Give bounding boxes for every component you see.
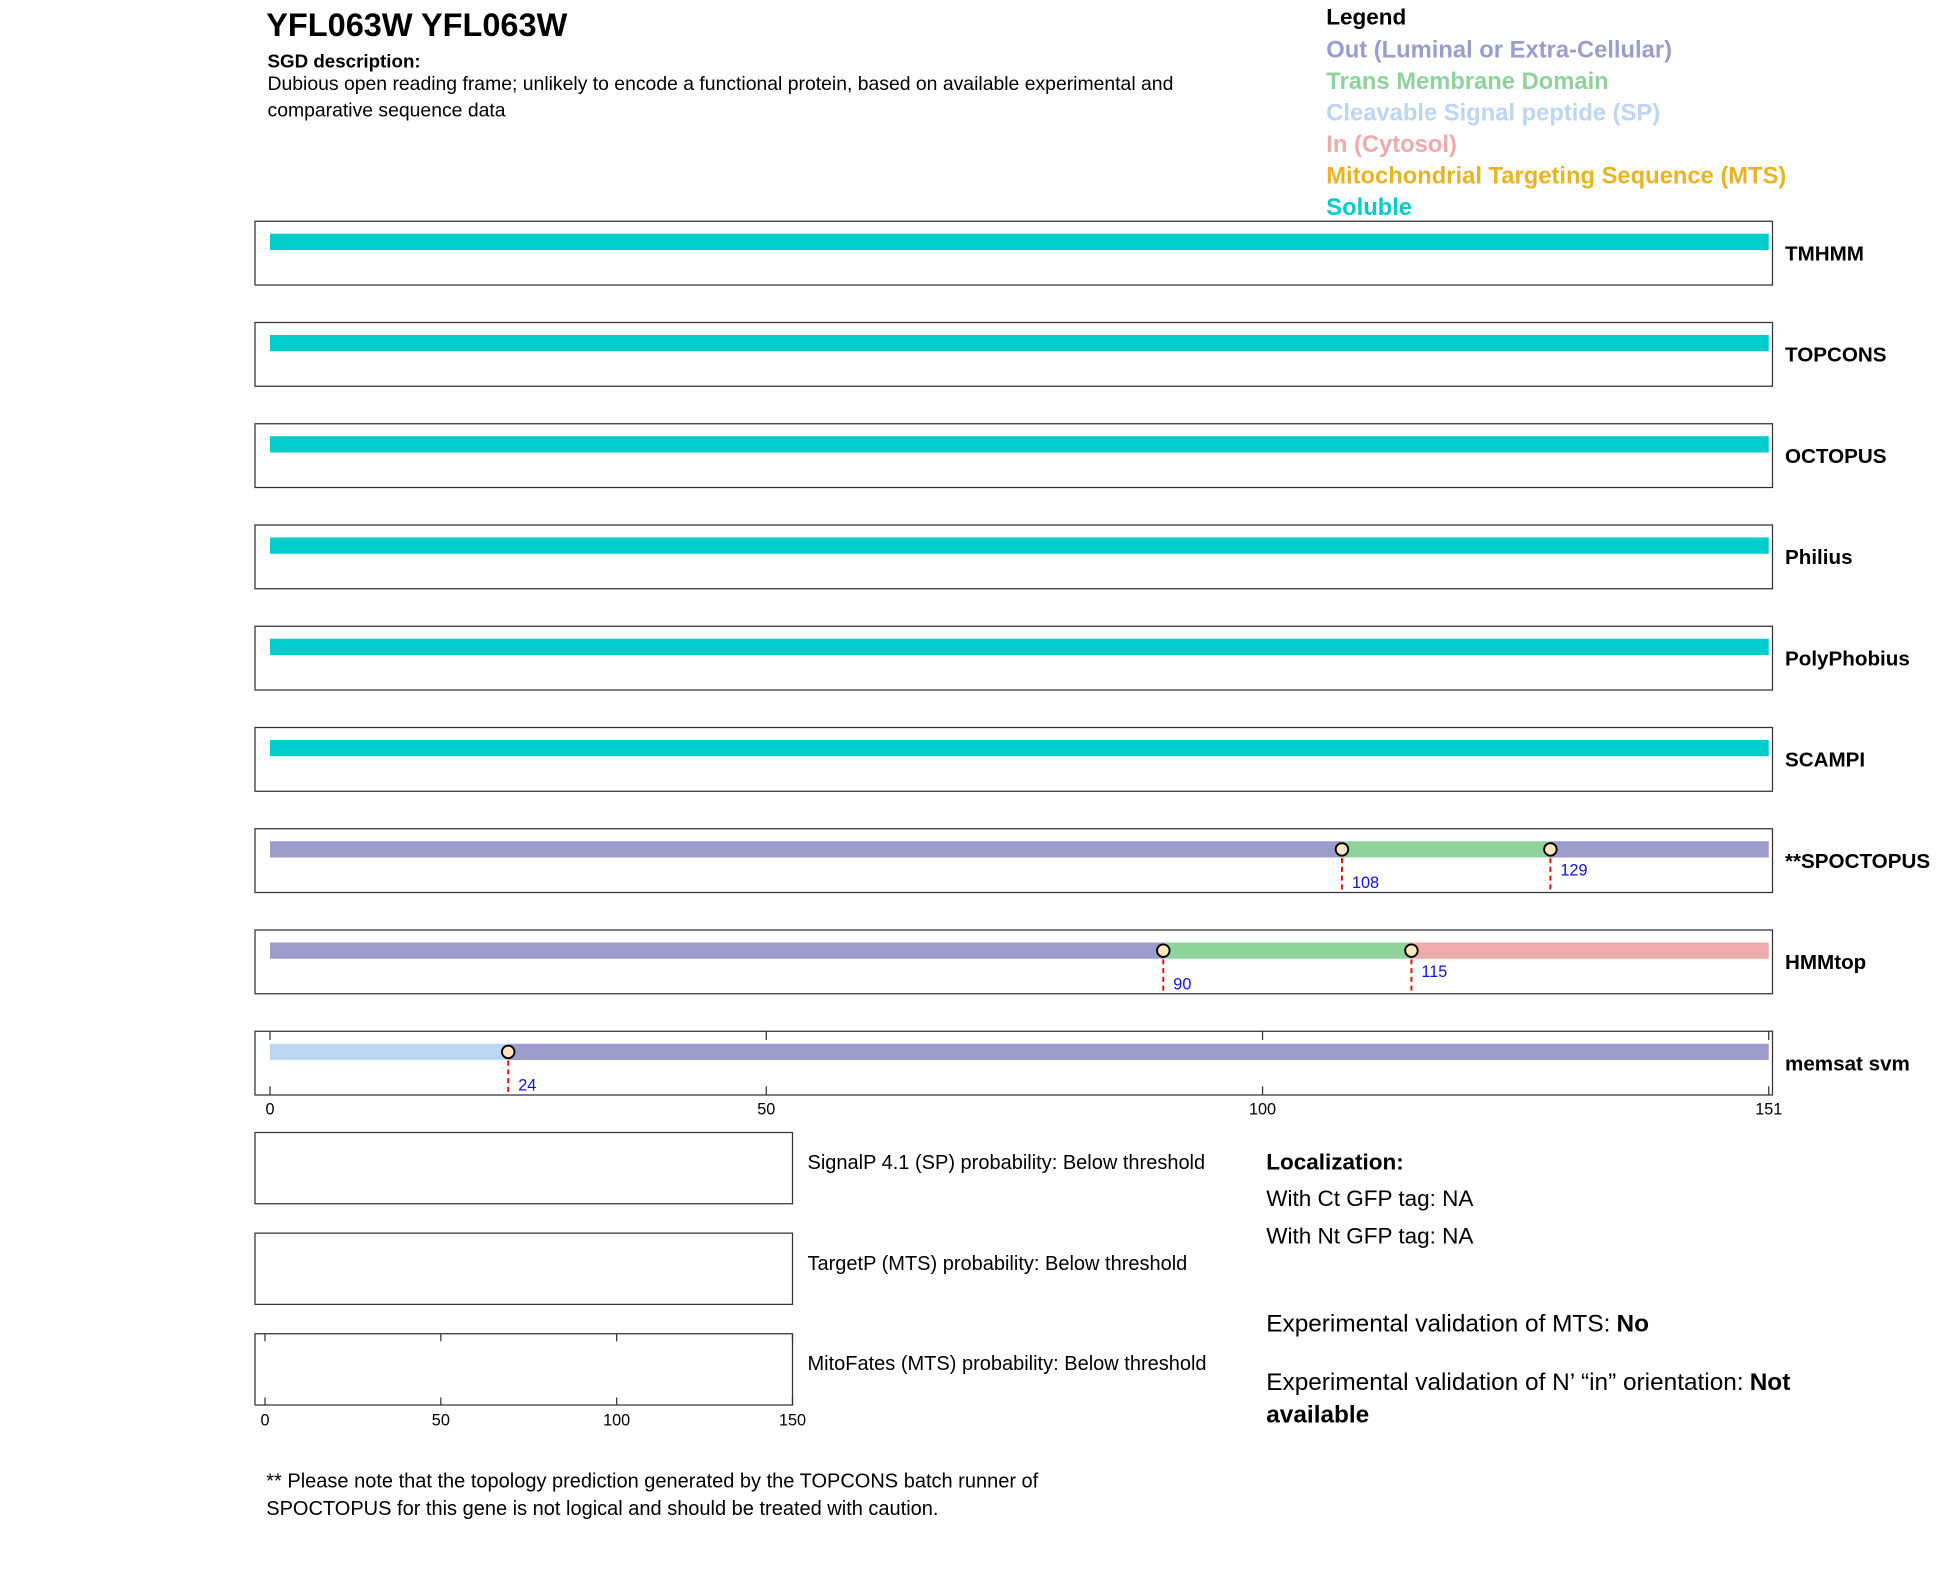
probability-label-box: SignalP 4.1 (SP) probability: Below thre… [807,1152,1206,1174]
probability-label: MitoFates (MTS) probability: Below thres… [807,1353,1207,1375]
tick-label: 50 [757,1100,775,1118]
orientation-value: Not available [1266,1368,1791,1429]
track-label: HMMtop [1785,951,1866,974]
track-box [254,220,1774,286]
segment [270,233,1769,250]
track-box [254,625,1774,691]
segment [270,638,1769,655]
segment [1550,841,1769,858]
probability-label-box: TargetP (MTS) probability: Below thresho… [807,1253,1188,1275]
segment [1341,841,1551,858]
track-label: SCAMPI [1785,749,1865,772]
tick-label: 100 [1249,1100,1276,1118]
orientation-validation: Experimental validation of N’ “in” orien… [1266,1366,1829,1431]
segment [270,1043,509,1060]
probability-label-box: MitoFates (MTS) probability: Below thres… [807,1353,1207,1375]
segment [270,740,1769,757]
track-box [254,726,1774,792]
probability-box [254,1232,794,1305]
track-box [254,524,1774,590]
tick-label: 0 [260,1412,269,1430]
legend-title: Legend [1326,5,1406,30]
probability-label: TargetP (MTS) probability: Below thresho… [807,1253,1188,1275]
track-box [254,929,1774,995]
track-box [254,423,1774,489]
marker-label: 115 [1421,963,1447,981]
track-label: PolyPhobius [1785,647,1910,670]
marker [1156,943,1171,958]
localization-nt: With Nt GFP tag: NA [1266,1223,1473,1248]
segment [270,335,1769,352]
localization-title: Localization: [1266,1150,1404,1175]
mts-label: Experimental validation of MTS: [1266,1310,1611,1338]
tick-label: 0 [265,1100,274,1118]
marker-label: 90 [1173,975,1191,993]
orientation-label: Experimental validation of N’ “in” orien… [1266,1368,1744,1397]
segment [270,537,1769,554]
probability-boxes: SignalP 4.1 (SP) probability: Below thre… [254,1131,1207,1430]
legend-item: In (Cytosol) [1326,131,1457,158]
track-label: OCTOPUS [1785,445,1887,468]
track-box [254,1030,1774,1096]
tick-label: 151 [1755,1100,1782,1118]
marker-label: 129 [1560,862,1587,880]
marker-label: 108 [1352,874,1379,892]
tick-label: 100 [603,1412,630,1430]
track-box [254,321,1774,387]
mts-validation: Experimental validation of MTS: No [1266,1308,1829,1341]
validation-box: Experimental validation of MTS: No Experi… [1266,1308,1829,1432]
probability-box [254,1333,794,1406]
segment [1411,942,1769,959]
legend-item: Mitochondrial Targeting Sequence (MTS) [1326,163,1786,190]
track-label: TMHMM [1785,242,1864,265]
track-label: memsat svm [1785,1052,1910,1075]
segment [270,436,1769,453]
validation: Experimental validation of MTS: No Experi… [1266,1308,1829,1432]
tick-label: 150 [779,1412,806,1430]
legend-item: Trans Membrane Domain [1326,68,1608,95]
segment [270,841,1342,858]
legend-item: Cleavable Signal peptide (SP) [1326,100,1660,127]
probability-label: SignalP 4.1 (SP) probability: Below thre… [807,1152,1206,1174]
marker [1543,842,1558,857]
track-box [254,828,1774,894]
localization-ct: With Ct GFP tag: NA [1266,1186,1473,1211]
segment [270,942,1164,959]
marker [501,1044,516,1060]
title: YFL063W YFL063W [266,7,567,43]
track-label: Philius [1785,546,1853,569]
track-label: TOPCONS [1785,344,1887,367]
mts-value: No [1616,1310,1649,1338]
tracks: TMHMM TOPCONS OCTOPUS Philius PolyPhobius SCA… [254,220,1930,1118]
marker [1334,842,1350,857]
legend: Out (Luminal or Extra-Cellular) Trans Mem… [1326,37,1786,222]
tick-label: 50 [432,1412,450,1430]
footnote: ** Please note that the topology predict… [266,1471,1039,1520]
legend-item: Soluble [1326,194,1412,221]
track-label: **SPOCTOPUS [1785,850,1930,873]
footnote-box: ** Please note that the topology predict… [266,1471,1039,1520]
marker-label: 24 [518,1077,536,1095]
legend-item: Out (Luminal or Extra-Cellular) [1326,37,1672,64]
description: Dubious open reading frame; unlikely to … [267,73,1174,122]
marker [1404,943,1419,958]
segment [1163,942,1412,959]
description-box: Dubious open reading frame; unlikely to … [267,73,1174,122]
segment [508,1043,1769,1060]
probability-box [254,1131,794,1205]
description-label: SGD description: [268,50,421,71]
